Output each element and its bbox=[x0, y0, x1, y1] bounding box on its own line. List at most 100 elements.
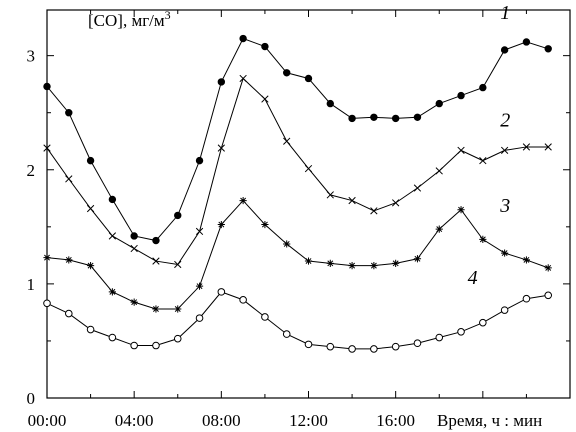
series-2-point bbox=[457, 146, 465, 155]
series-2-point bbox=[217, 144, 225, 152]
series-4-point bbox=[522, 294, 531, 303]
x-tick-label: 12:00 bbox=[289, 411, 328, 430]
series-4-point bbox=[500, 306, 509, 314]
series-4-point bbox=[130, 341, 138, 350]
series-2-point bbox=[435, 167, 443, 175]
y-tick-label: 3 bbox=[27, 47, 36, 66]
series-4-point bbox=[239, 296, 247, 304]
series-2-point bbox=[413, 184, 422, 192]
series-4-point bbox=[152, 341, 160, 350]
y-axis-ticks: 0 1 2 3 bbox=[27, 47, 570, 408]
series-2-point bbox=[43, 144, 51, 152]
series-2-point bbox=[370, 207, 378, 215]
series-1-line bbox=[46, 37, 549, 242]
series-3-point bbox=[392, 259, 400, 267]
series-2-point bbox=[261, 95, 269, 103]
series-3-point bbox=[239, 196, 247, 205]
series-1-point bbox=[239, 34, 247, 43]
series-1-point bbox=[391, 114, 400, 123]
series-4-point bbox=[348, 345, 356, 353]
series-2-point bbox=[130, 244, 138, 253]
series-2-point bbox=[65, 175, 73, 183]
series-1-point bbox=[457, 91, 465, 100]
series-3-point bbox=[108, 288, 116, 296]
series-1-point bbox=[43, 82, 51, 91]
series-2-point bbox=[348, 196, 356, 205]
series-4-point bbox=[304, 340, 313, 349]
series-4-point bbox=[282, 330, 291, 338]
series-2-point bbox=[108, 232, 117, 240]
series-2 bbox=[43, 74, 552, 269]
series-1-point bbox=[304, 74, 313, 83]
series-2-point bbox=[239, 74, 247, 83]
series-3-point bbox=[65, 256, 73, 264]
series-2-point bbox=[392, 199, 400, 207]
series-1-point bbox=[174, 211, 182, 220]
series-1 bbox=[43, 34, 552, 245]
series-group bbox=[43, 34, 553, 353]
y-tick-label: 2 bbox=[27, 161, 36, 180]
series-4-point bbox=[413, 339, 422, 348]
series-3-point bbox=[370, 262, 378, 270]
series-3-point bbox=[501, 249, 509, 257]
series-4-line bbox=[46, 291, 549, 350]
series-3-point bbox=[217, 220, 225, 229]
series-1-point bbox=[348, 114, 356, 123]
series-label-2: 2 bbox=[500, 109, 510, 131]
y-tick-label: 1 bbox=[27, 275, 36, 294]
series-3-point bbox=[261, 220, 269, 229]
series-4-point bbox=[479, 318, 487, 327]
series-labels: 1 2 3 4 bbox=[468, 2, 511, 289]
series-1-point bbox=[435, 99, 443, 108]
x-tick-label: 08:00 bbox=[202, 411, 241, 430]
series-2-point bbox=[86, 204, 95, 213]
series-1-point bbox=[500, 46, 509, 54]
x-tick-label: 16:00 bbox=[376, 411, 415, 430]
series-4-point bbox=[326, 342, 335, 351]
series-1-point bbox=[65, 109, 73, 117]
series-3-point bbox=[479, 235, 487, 243]
series-2-point bbox=[195, 227, 204, 236]
series-2-point bbox=[544, 143, 552, 151]
series-3-point bbox=[326, 259, 334, 267]
y-axis-label-text: [CO], мг/м bbox=[88, 11, 165, 30]
y-tick-label: 0 bbox=[27, 389, 36, 408]
series-1-point bbox=[522, 38, 531, 46]
series-label-1: 1 bbox=[500, 2, 510, 24]
series-1-point bbox=[130, 232, 138, 240]
series-3-point bbox=[413, 255, 422, 263]
series-3-point bbox=[174, 305, 182, 313]
plot-border bbox=[46, 9, 571, 399]
series-2-point bbox=[283, 137, 291, 145]
series-4-point bbox=[217, 288, 226, 296]
series-2-point bbox=[522, 143, 531, 151]
series-3-point bbox=[283, 240, 291, 248]
series-3-point bbox=[348, 262, 356, 270]
series-2-point bbox=[174, 260, 182, 269]
series-1-point bbox=[370, 113, 378, 121]
series-2-point bbox=[500, 146, 509, 155]
series-1-point bbox=[108, 195, 117, 204]
series-3-point bbox=[544, 264, 552, 272]
series-4 bbox=[43, 288, 553, 353]
series-1-point bbox=[261, 42, 269, 51]
series-3-point bbox=[152, 305, 160, 313]
y-axis-label: [CO], мг/м3 bbox=[88, 8, 171, 30]
series-4-point bbox=[108, 333, 117, 342]
x-tick-label: 00:00 bbox=[28, 411, 67, 430]
series-1-point bbox=[86, 156, 95, 165]
series-4-point bbox=[64, 309, 73, 318]
series-1-point bbox=[544, 45, 552, 53]
x-axis-label: Время, ч : мин bbox=[437, 411, 542, 430]
series-1-point bbox=[326, 99, 334, 108]
series-4-point bbox=[391, 342, 400, 351]
series-4-point bbox=[195, 314, 204, 322]
series-2-point bbox=[326, 191, 334, 199]
series-2-line bbox=[46, 77, 549, 266]
series-3-point bbox=[43, 254, 51, 262]
series-label-3: 3 bbox=[499, 195, 510, 217]
plot-frame bbox=[46, 9, 571, 399]
series-3 bbox=[43, 196, 552, 313]
x-axis-ticks: 00:00 04:00 08:00 12:00 16:00 bbox=[28, 10, 571, 430]
